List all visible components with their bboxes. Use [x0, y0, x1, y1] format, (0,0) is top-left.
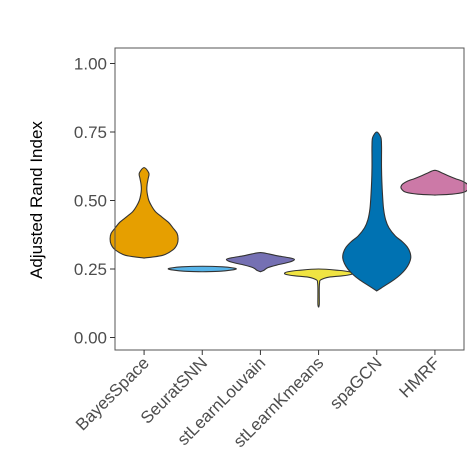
- x-tick-label: HMRF: [396, 353, 444, 401]
- violin-stlearnlouvain: [225, 252, 295, 273]
- violin-hmrf: [400, 169, 467, 196]
- y-axis-title: Adjusted Rand Index: [27, 121, 46, 279]
- y-tick-label: 0.50: [74, 192, 107, 211]
- y-axis: 0.00 0.25 0.50 0.75 1.00: [74, 55, 115, 348]
- violin-bayesspace: [109, 167, 179, 259]
- violin-spagcn: [342, 131, 412, 292]
- y-tick-label: 1.00: [74, 55, 107, 74]
- y-tick-label: 0.75: [74, 123, 107, 142]
- plot-panel-border: [114, 47, 465, 351]
- x-axis: BayesSpaceSeuratSNNstLearnLouvainstLearn…: [72, 350, 444, 451]
- violin-stlearnkmeans: [283, 268, 354, 308]
- y-tick-label: 0.25: [74, 260, 107, 279]
- x-tick-label: BayesSpace: [72, 353, 153, 434]
- y-tick-label: 0.00: [74, 329, 107, 348]
- violin-seuratsnn: [167, 265, 237, 273]
- x-tick-label: spaGCN: [326, 353, 386, 413]
- violins-group: [109, 131, 467, 308]
